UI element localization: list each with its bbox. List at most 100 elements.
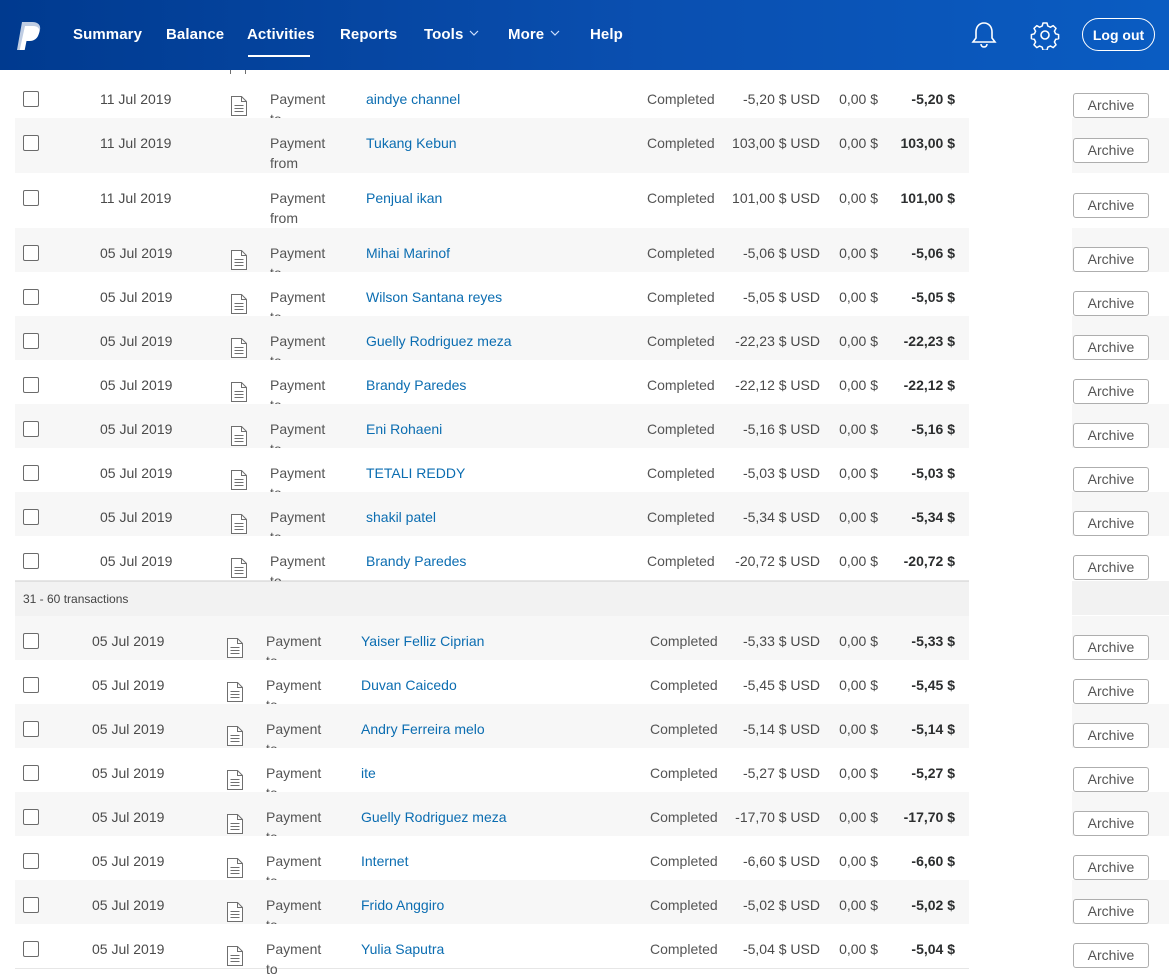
- archive-button[interactable]: Archive: [1073, 811, 1149, 836]
- transaction-date: 05 Jul 2019: [100, 289, 173, 305]
- nav-summary[interactable]: Summary: [73, 26, 143, 43]
- net-amount: -5,06 $: [911, 245, 955, 261]
- archive-button[interactable]: Archive: [1073, 138, 1149, 163]
- transaction-date: 05 Jul 2019: [92, 897, 165, 913]
- row-checkbox[interactable]: [23, 897, 39, 913]
- net-amount: -5,04 $: [911, 941, 955, 957]
- document-icon: [230, 469, 248, 491]
- gross-amount: -5,02 $ USD: [742, 897, 820, 913]
- counterparty-link[interactable]: Brandy Paredes: [366, 553, 467, 569]
- row-checkbox[interactable]: [23, 333, 39, 349]
- nav-tools[interactable]: Tools: [424, 26, 479, 46]
- chevron-down-icon: [550, 30, 560, 36]
- archive-button[interactable]: Archive: [1073, 555, 1149, 580]
- archive-button[interactable]: Archive: [1073, 855, 1149, 880]
- counterparty-link[interactable]: TETALI REDDY: [366, 465, 466, 481]
- row-checkbox[interactable]: [23, 677, 39, 693]
- counterparty-link[interactable]: ite: [361, 765, 376, 781]
- archive-button[interactable]: Archive: [1073, 467, 1149, 492]
- gross-amount: 103,00 $ USD: [732, 135, 820, 151]
- row-checkbox[interactable]: [23, 135, 39, 151]
- counterparty-link[interactable]: Duvan Caicedo: [361, 677, 457, 693]
- logout-button[interactable]: Log out: [1082, 18, 1155, 51]
- counterparty-link[interactable]: Penjual ikan: [366, 190, 443, 206]
- document-icon: [226, 769, 244, 791]
- archive-button[interactable]: Archive: [1073, 335, 1149, 360]
- row-checkbox[interactable]: [23, 509, 39, 525]
- counterparty-link[interactable]: Yulia Saputra: [361, 941, 445, 957]
- row-checkbox[interactable]: [23, 190, 39, 206]
- transaction-status: Completed: [650, 633, 718, 649]
- table-row: [15, 118, 969, 174]
- counterparty-link[interactable]: Guelly Rodriguez meza: [361, 809, 507, 825]
- section-label-action-cell: [1072, 581, 1169, 615]
- archive-button[interactable]: Archive: [1073, 635, 1149, 660]
- row-checkbox[interactable]: [23, 721, 39, 737]
- fee-amount: 0,00 $: [839, 135, 878, 151]
- document-icon: [226, 945, 244, 967]
- archive-button[interactable]: Archive: [1073, 511, 1149, 536]
- archive-button[interactable]: Archive: [1073, 247, 1149, 272]
- counterparty-link[interactable]: Eni Rohaeni: [366, 421, 443, 437]
- table-row: [15, 536, 969, 581]
- archive-button[interactable]: Archive: [1073, 423, 1149, 448]
- transaction-date: 05 Jul 2019: [100, 553, 173, 569]
- row-checkbox[interactable]: [23, 765, 39, 781]
- table-row: [15, 316, 969, 361]
- counterparty-link[interactable]: Mihai Marinof: [366, 245, 451, 261]
- document-icon: [230, 95, 248, 117]
- transaction-type: Payment to: [266, 941, 322, 977]
- row-checkbox[interactable]: [23, 91, 39, 107]
- net-amount: -5,33 $: [911, 633, 955, 649]
- row-checkbox[interactable]: [23, 421, 39, 437]
- transaction-date: 05 Jul 2019: [92, 941, 165, 957]
- counterparty-link[interactable]: Internet: [361, 853, 409, 869]
- row-checkbox[interactable]: [23, 809, 39, 825]
- archive-button[interactable]: Archive: [1073, 943, 1149, 968]
- archive-button[interactable]: Archive: [1073, 379, 1149, 404]
- counterparty-link[interactable]: Tukang Kebun: [366, 135, 457, 151]
- section-label-text: 31 - 60 transactions: [23, 592, 129, 606]
- row-checkbox[interactable]: [23, 853, 39, 869]
- net-amount: -5,45 $: [911, 677, 955, 693]
- archive-button[interactable]: Archive: [1073, 93, 1149, 118]
- counterparty-link[interactable]: Wilson Santana reyes: [366, 289, 503, 305]
- paypal-logo-icon[interactable]: [14, 20, 44, 52]
- net-amount: 101,00 $: [900, 190, 956, 206]
- row-checkbox[interactable]: [23, 465, 39, 481]
- nav-activities[interactable]: Activities: [247, 26, 315, 43]
- row-checkbox[interactable]: [23, 941, 39, 957]
- net-amount: -5,16 $: [911, 421, 955, 437]
- counterparty-link[interactable]: Andry Ferreira melo: [361, 721, 485, 737]
- table-row: [15, 404, 969, 449]
- archive-button[interactable]: Archive: [1073, 723, 1149, 748]
- nav-reports[interactable]: Reports: [340, 26, 398, 43]
- counterparty-link[interactable]: Frido Anggiro: [361, 897, 445, 913]
- row-checkbox[interactable]: [23, 289, 39, 305]
- gear-icon[interactable]: [1030, 20, 1060, 50]
- table-row: [15, 748, 969, 793]
- transaction-status: Completed: [650, 897, 718, 913]
- transaction-status: Completed: [647, 245, 715, 261]
- transaction-status: Completed: [647, 333, 715, 349]
- nav-balance[interactable]: Balance: [166, 26, 225, 43]
- archive-button[interactable]: Archive: [1073, 193, 1149, 218]
- archive-button[interactable]: Archive: [1073, 767, 1149, 792]
- row-checkbox[interactable]: [23, 633, 39, 649]
- transaction-type: Payment from: [270, 135, 326, 171]
- counterparty-link[interactable]: shakil patel: [366, 509, 437, 525]
- counterparty-link[interactable]: aindye channel: [366, 91, 461, 107]
- row-checkbox[interactable]: [23, 245, 39, 261]
- archive-button[interactable]: Archive: [1073, 291, 1149, 316]
- counterparty-link[interactable]: Yaiser Felliz Ciprian: [361, 633, 485, 649]
- fee-amount: 0,00 $: [839, 721, 878, 737]
- bell-icon[interactable]: [970, 20, 998, 50]
- counterparty-link[interactable]: Brandy Paredes: [366, 377, 467, 393]
- archive-button[interactable]: Archive: [1073, 899, 1149, 924]
- counterparty-link[interactable]: Guelly Rodriguez meza: [366, 333, 512, 349]
- archive-button[interactable]: Archive: [1073, 679, 1149, 704]
- nav-help[interactable]: Help: [590, 26, 623, 43]
- row-checkbox[interactable]: [23, 377, 39, 393]
- nav-more[interactable]: More: [508, 26, 560, 46]
- row-checkbox[interactable]: [23, 553, 39, 569]
